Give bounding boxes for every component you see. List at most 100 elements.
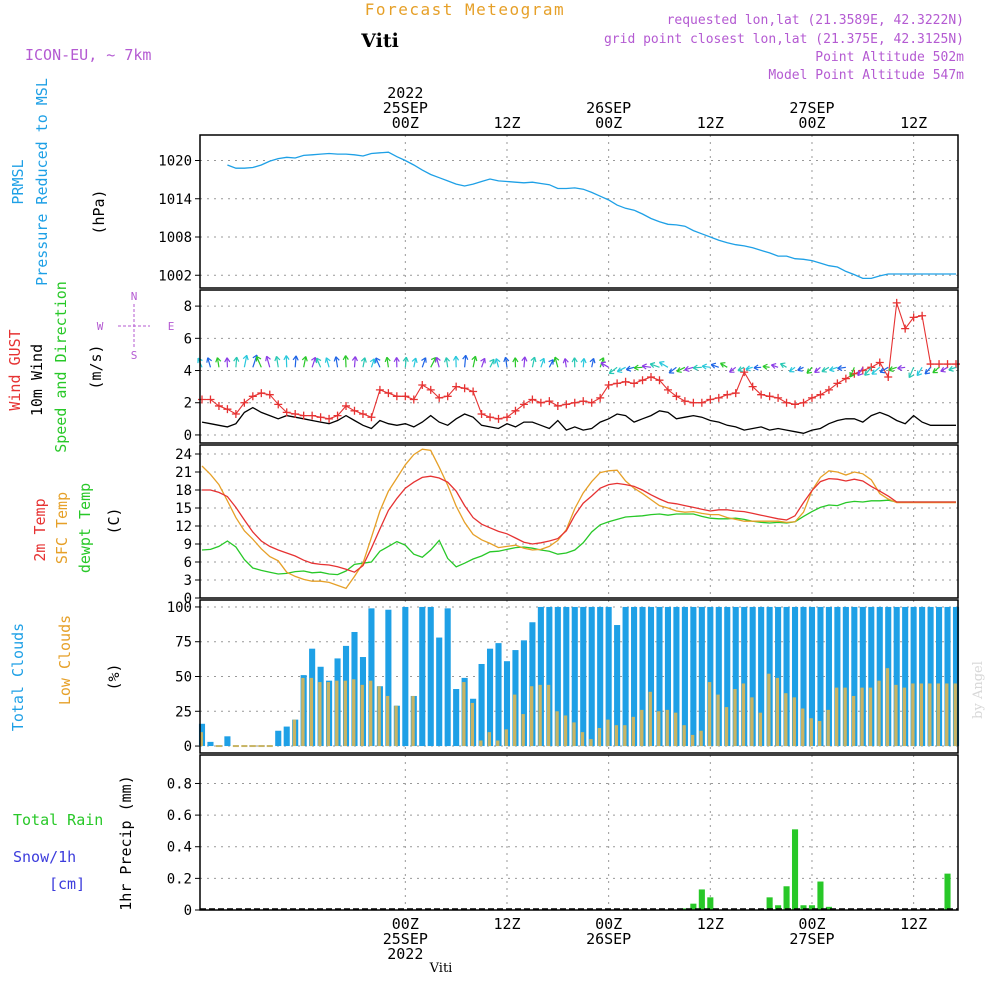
bottom-time-label: 00Z bbox=[595, 915, 622, 933]
wind-arrow bbox=[243, 355, 248, 368]
low-cloud-bar bbox=[919, 683, 924, 747]
wind-arrow bbox=[256, 356, 262, 368]
total-cloud-bar bbox=[486, 648, 494, 747]
low-cloud-bar bbox=[945, 683, 949, 747]
wind-arrow-head bbox=[375, 357, 381, 363]
total-cloud-bar bbox=[444, 608, 451, 747]
wind-arrow-head bbox=[301, 356, 308, 362]
y-tick-label: 0 bbox=[184, 591, 192, 607]
low-cloud-bar bbox=[572, 722, 576, 747]
wind-arrow-head bbox=[571, 357, 578, 363]
wind-arrow bbox=[489, 359, 495, 368]
total-cloud-bar bbox=[614, 625, 621, 747]
rain-bar bbox=[698, 889, 705, 910]
y-tick-label: 1020 bbox=[158, 154, 192, 170]
low-cloud-bar bbox=[775, 677, 780, 747]
wind-arrow-head bbox=[821, 367, 827, 373]
wind-arrow bbox=[353, 356, 356, 368]
wind-arrow bbox=[481, 358, 486, 368]
wind-arrow-head bbox=[701, 363, 707, 370]
bottom-time-label: 12Z bbox=[697, 915, 724, 933]
gust-marker bbox=[935, 360, 944, 369]
wind-gust-label: Wind GUST bbox=[6, 329, 24, 410]
low-cloud-bar bbox=[733, 689, 737, 747]
total-cloud-bar bbox=[851, 606, 858, 747]
y-tick-label: 18 bbox=[175, 483, 192, 499]
wind-arrow bbox=[531, 357, 536, 368]
total-cloud-bar bbox=[503, 661, 511, 747]
wind-arrow-head bbox=[908, 372, 914, 379]
y-tick-label: 0.2 bbox=[167, 871, 192, 887]
low-cloud-bar bbox=[385, 695, 390, 747]
wind-arrow bbox=[294, 355, 297, 368]
gust-marker bbox=[291, 410, 300, 419]
gust-marker bbox=[782, 398, 791, 407]
wind-arrow bbox=[311, 357, 317, 368]
wind-arrow bbox=[600, 362, 609, 368]
location-title: Viti bbox=[360, 30, 399, 52]
wind-arrow-head bbox=[719, 362, 726, 368]
low-cloud-bar bbox=[792, 697, 796, 747]
low-cloud-bar bbox=[690, 734, 695, 747]
wind-arrow bbox=[207, 357, 212, 368]
rain-bar bbox=[944, 873, 951, 910]
y-tick-label: 2 bbox=[184, 396, 192, 412]
wind-arrow-head bbox=[916, 370, 923, 377]
gust-marker bbox=[477, 410, 486, 419]
rain-bar bbox=[791, 829, 799, 910]
wind-arrow-head bbox=[360, 357, 367, 363]
gust-marker bbox=[748, 382, 757, 391]
y-tick-label: 12 bbox=[175, 519, 192, 535]
wind-arrow bbox=[266, 356, 271, 368]
rain-bar bbox=[681, 908, 688, 910]
low-cloud-bar bbox=[809, 718, 813, 747]
low-cloud-bar bbox=[580, 732, 585, 747]
gust-marker bbox=[807, 393, 816, 402]
low-cloud-bar bbox=[860, 687, 864, 747]
low-cloud-bar bbox=[555, 711, 559, 747]
total-cloud-bar bbox=[571, 606, 578, 747]
wind-arrow-head bbox=[443, 357, 451, 363]
chart-title: Forecast Meteogram bbox=[365, 0, 565, 19]
wind-arrow-head bbox=[452, 355, 460, 361]
gust-marker bbox=[274, 400, 283, 409]
total-cloud-bar bbox=[207, 741, 214, 747]
total-cloud-bar bbox=[936, 606, 943, 747]
y-tick-label: 0 bbox=[184, 428, 192, 444]
low-cloud-bar bbox=[343, 680, 347, 747]
wind-arrow-head bbox=[333, 356, 340, 362]
total-cloud-bar bbox=[783, 606, 790, 747]
top-time-label: 2022 bbox=[387, 84, 423, 102]
total-cloud-bar bbox=[664, 606, 672, 747]
wind-arrow bbox=[684, 366, 694, 371]
total-cloud-bar bbox=[741, 606, 748, 747]
closest-coords: grid point closest lon,lat (21.375E, 42.… bbox=[604, 32, 964, 47]
wind-arrow-head bbox=[292, 355, 299, 361]
wind-direction-arrows bbox=[197, 354, 957, 379]
low-cloud-bar bbox=[877, 680, 881, 747]
rain-bar bbox=[800, 905, 807, 910]
total-cloud-bar bbox=[944, 606, 951, 747]
wind-arrow bbox=[216, 357, 220, 368]
total-cloud-bar bbox=[656, 606, 663, 747]
total-cloud-bar bbox=[724, 606, 731, 747]
gust-marker bbox=[401, 392, 410, 401]
gust-marker bbox=[570, 398, 579, 407]
bottom-time-label: 27SEP bbox=[789, 930, 834, 948]
top-time-label: 00Z bbox=[595, 114, 622, 132]
gust-marker bbox=[943, 360, 952, 369]
gust-marker bbox=[757, 390, 766, 399]
wind-arrow-head bbox=[224, 357, 231, 363]
wind-10m-label: 10m Wind bbox=[28, 344, 46, 416]
wind-arrow-head bbox=[562, 358, 569, 364]
total-cloud-bar bbox=[876, 606, 883, 747]
wind-arrow-head bbox=[940, 366, 946, 373]
gust-marker bbox=[358, 410, 367, 419]
gust-marker bbox=[545, 397, 554, 406]
precip-unit: 1hr Precip (mm) bbox=[117, 775, 135, 910]
gust-marker bbox=[816, 390, 825, 399]
low-cloud-bar bbox=[623, 725, 627, 747]
low-cloud-bar bbox=[868, 687, 873, 747]
gust-marker bbox=[867, 363, 876, 372]
y-tick-label: 0.4 bbox=[167, 840, 192, 856]
